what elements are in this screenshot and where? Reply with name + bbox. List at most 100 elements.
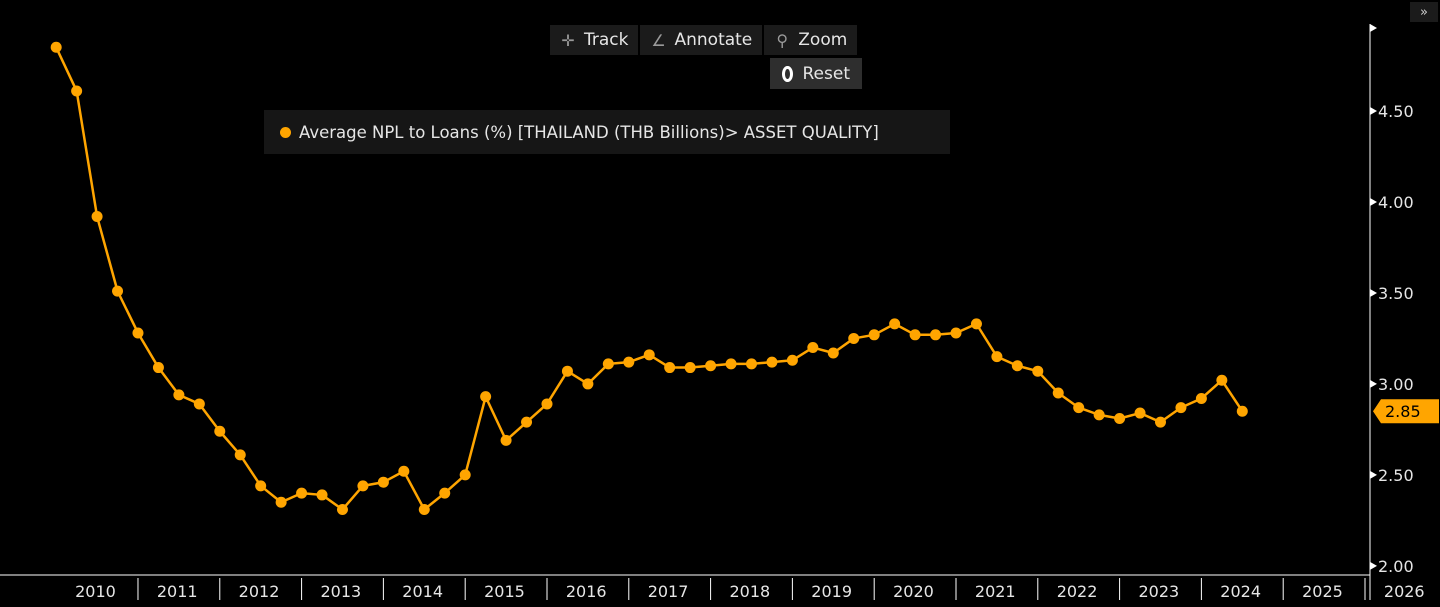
series-point: [377, 476, 389, 488]
x-axis-ticks: 2010 2011 2012 2013 2014 2015 2016 2017 2018 2019…: [75, 578, 1425, 601]
series-point: [521, 416, 533, 428]
x-tick-label: 2024: [1220, 582, 1261, 601]
series-point: [1114, 413, 1126, 425]
series-point: [786, 354, 798, 366]
x-tick-label: 2020: [893, 582, 934, 601]
y-tick-mark: [1370, 561, 1377, 570]
series-point: [705, 360, 717, 372]
x-tick-label: 2025: [1302, 582, 1343, 601]
series-point: [71, 85, 83, 97]
series-point: [316, 489, 328, 501]
legend-label: Average NPL to Loans (%) [THAILAND (THB …: [299, 122, 879, 142]
series-point: [255, 480, 267, 492]
x-tick-label: 2018: [729, 582, 770, 601]
track-button[interactable]: ✛ Track: [550, 25, 639, 55]
reset-button[interactable]: Reset: [770, 58, 862, 89]
series-point: [561, 365, 573, 377]
chart-legend: Average NPL to Loans (%) [THAILAND (THB …: [264, 110, 950, 154]
crosshair-icon: ✛: [561, 30, 575, 50]
x-tick-label: 2015: [484, 582, 525, 601]
series-point: [827, 347, 839, 359]
series-point: [991, 351, 1003, 363]
last-value-label: 2.85: [1385, 402, 1421, 421]
series-point: [214, 425, 226, 437]
series-point: [1236, 405, 1248, 417]
series-point: [725, 358, 737, 370]
series-point: [1073, 402, 1085, 414]
series-point: [684, 362, 696, 374]
series-point: [889, 318, 901, 330]
series-point: [1093, 409, 1105, 421]
y-tick-mark: [1370, 106, 1377, 115]
x-tick-label: 2026: [1384, 582, 1425, 601]
series-point: [480, 391, 492, 403]
series-point: [296, 487, 308, 499]
series-point: [1175, 402, 1187, 414]
series-point: [357, 480, 369, 492]
y-tick-mark: [1370, 288, 1377, 297]
x-tick-label: 2019: [811, 582, 852, 601]
series-point: [930, 329, 942, 341]
last-value-tag: 2.85: [1373, 399, 1439, 424]
y-tick-label: 3.50: [1378, 284, 1414, 303]
y-tick-label: 2.00: [1378, 557, 1414, 576]
series-point: [91, 211, 103, 223]
series-point: [664, 362, 676, 374]
series-point: [173, 389, 185, 401]
reset-label: Reset: [802, 63, 851, 84]
chart-toolbar: ✛ Track ∠ Annotate ⚲ Zoom: [550, 25, 858, 55]
reset-icon: [782, 65, 793, 82]
series-point: [112, 285, 124, 297]
legend-dot-icon: [280, 126, 291, 138]
zoom-label: Zoom: [798, 30, 848, 50]
y-tick-mark: [1370, 197, 1377, 206]
series-point: [868, 329, 880, 341]
double-chevron-right-icon: »: [1420, 4, 1428, 20]
series-point: [1195, 392, 1207, 404]
series-point: [439, 487, 451, 499]
series-point: [398, 465, 410, 477]
series-point: [623, 356, 635, 368]
zoom-button[interactable]: ⚲ Zoom: [764, 25, 858, 55]
series-point: [1134, 407, 1146, 419]
collapse-panel-button[interactable]: »: [1410, 2, 1438, 22]
series-points: [50, 41, 1248, 515]
series-point: [234, 449, 246, 461]
series-point: [807, 342, 819, 354]
x-tick-label: 2011: [157, 582, 198, 601]
magnifier-icon: ⚲: [776, 30, 789, 50]
series-point: [132, 327, 144, 339]
annotate-label: Annotate: [674, 30, 753, 50]
x-tick-label: 2016: [566, 582, 607, 601]
series-point: [459, 469, 471, 481]
series-point: [500, 434, 512, 446]
series-point: [336, 503, 348, 515]
x-tick-label: 2022: [1057, 582, 1098, 601]
series-point: [152, 362, 164, 374]
last-value-bg: [1373, 399, 1439, 424]
series-point: [193, 398, 205, 410]
annotate-button[interactable]: ∠ Annotate: [640, 25, 763, 55]
series-point: [418, 503, 430, 515]
series-point: [848, 332, 860, 344]
pencil-icon: ∠: [651, 30, 666, 50]
y-axis-ticks: 2.00 2.50 3.00 3.50 4.00 4.50: [1370, 24, 1414, 576]
x-tick-label: 2021: [975, 582, 1016, 601]
series-point: [1216, 374, 1228, 386]
series-point: [50, 41, 62, 53]
y-tick-label: 3.00: [1378, 375, 1414, 394]
series-point: [541, 398, 553, 410]
series-point: [1154, 416, 1166, 428]
x-tick-label: 2010: [75, 582, 116, 601]
y-tick-mark: [1370, 379, 1377, 388]
y-tick-mark: [1370, 24, 1377, 32]
x-tick-label: 2023: [1138, 582, 1179, 601]
y-tick-label: 2.50: [1378, 466, 1414, 485]
series-point: [970, 318, 982, 330]
series-point: [643, 349, 655, 361]
x-tick-label: 2013: [320, 582, 361, 601]
y-tick-label: 4.00: [1378, 193, 1414, 212]
x-tick-label: 2014: [402, 582, 443, 601]
y-tick-label: 4.50: [1378, 102, 1414, 121]
